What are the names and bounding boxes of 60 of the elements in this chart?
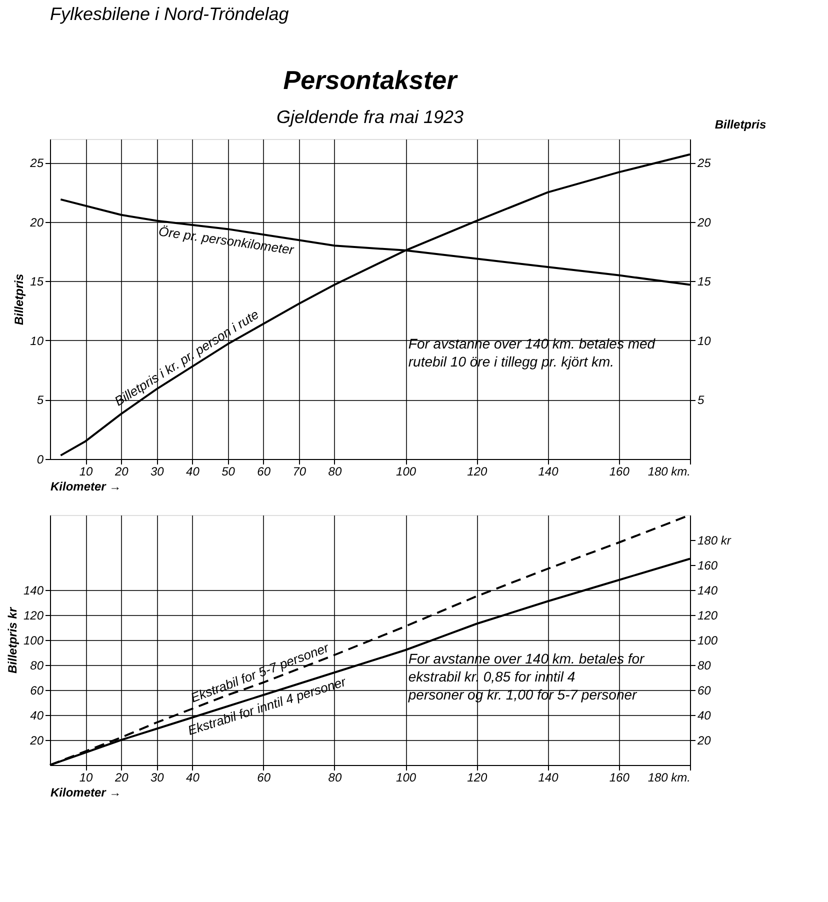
x-tick-label: 80 (328, 770, 342, 784)
y-tick-label: 100 (23, 634, 44, 648)
y-tick-label: 25 (29, 156, 44, 170)
y-tick-label: 20 (29, 215, 44, 230)
x-tick-label: 30 (150, 770, 164, 784)
x-tick-label: 70 (292, 464, 306, 478)
y-tick-label: 0 (36, 452, 44, 466)
y-tick-label: 10 (30, 334, 44, 348)
y2-tick-label: 60 (698, 684, 712, 698)
x-tick-label: 100 (396, 464, 416, 478)
x-tick-label: 180 km. (648, 770, 690, 784)
chart-title: Persontakster (283, 65, 459, 95)
y2-tick-label: 160 (698, 558, 718, 572)
y-tick-label: 120 (23, 608, 44, 622)
x-tick-label: 60 (257, 464, 271, 478)
y-tick-label: 60 (30, 684, 44, 698)
y2-tick-label: 120 (698, 608, 718, 622)
x-tick-label: 140 (538, 464, 559, 478)
y2-tick-label: 15 (698, 274, 712, 289)
y-tick-label: 80 (30, 658, 44, 672)
x-tick-label: 120 (467, 464, 488, 478)
x-tick-label: 40 (186, 464, 200, 478)
y-axis-title: Billetpris (12, 274, 26, 326)
y-tick-label: 5 (36, 393, 44, 408)
x-tick-label: 160 (609, 464, 630, 478)
y-tick-label: 20 (29, 734, 44, 748)
x-tick-label: 100 (396, 770, 416, 784)
x-tick-label: 20 (114, 770, 129, 784)
y2-tick-label: 40 (698, 708, 712, 722)
y2-tick-label: 25 (696, 156, 712, 170)
y-tick-label: 15 (30, 274, 44, 289)
y-axis-title: Billetpris kr (5, 606, 20, 674)
x-axis-title: Kilometer → (50, 480, 122, 494)
y2-tick-label: 180 kr (698, 534, 732, 548)
x-tick-label: 60 (257, 770, 271, 784)
y2-tick-label: 100 (698, 634, 718, 648)
y2-tick-label: 80 (698, 658, 712, 672)
x-tick-label: 180 km. (648, 464, 690, 478)
x-tick-label: 50 (222, 464, 236, 478)
x-tick-label: 160 (609, 770, 630, 784)
x-tick-label: 140 (538, 770, 559, 784)
x-tick-label: 120 (467, 770, 488, 784)
y2-tick-label: 10 (698, 334, 712, 348)
x-tick-label: 10 (79, 770, 94, 784)
y-tick-label: 140 (23, 584, 44, 598)
y2-tick-label: 5 (698, 393, 704, 408)
y2-axis-title: Billetpris (714, 118, 767, 132)
y2-tick-label: 20 (696, 734, 712, 748)
chart-subtitle: Gjeldende fra mai 1923 (276, 107, 464, 127)
x-tick-label: 80 (328, 464, 342, 478)
y-tick-label: 40 (30, 708, 44, 722)
text: Öre pr. personkilometer (158, 224, 296, 258)
x-axis-title: Kilometer → (50, 786, 122, 800)
y2-tick-label: 20 (696, 215, 712, 230)
x-tick-label: 30 (150, 464, 164, 478)
y2-tick-label: 140 (698, 584, 718, 598)
text: Fylkesbilene i Nord-Tröndelag (50, 4, 289, 24)
x-tick-label: 10 (79, 464, 94, 478)
x-tick-label: 20 (114, 464, 129, 478)
x-tick-label: 40 (186, 770, 200, 784)
